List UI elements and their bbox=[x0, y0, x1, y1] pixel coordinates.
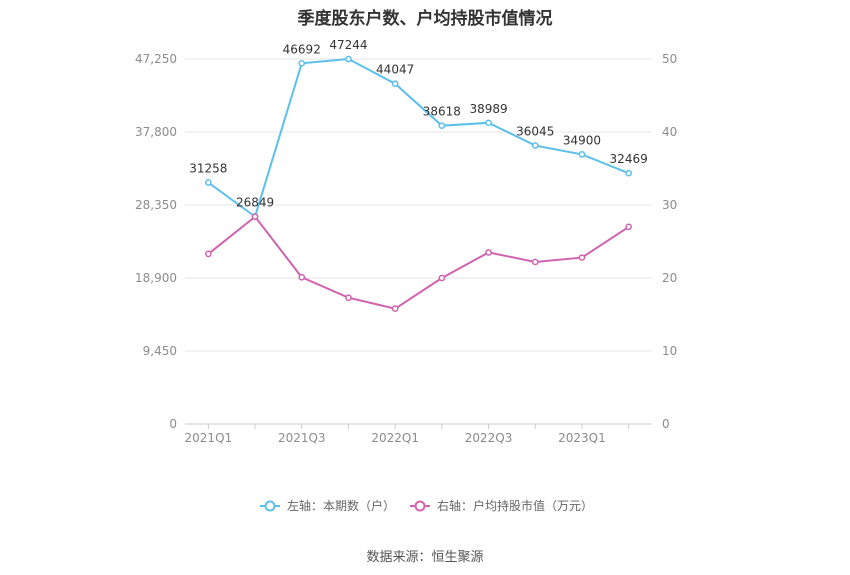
data-label: 32469 bbox=[610, 152, 648, 166]
data-label: 36045 bbox=[516, 125, 554, 139]
series-1-point[interactable] bbox=[205, 179, 212, 186]
left-tick-label: 28,350 bbox=[135, 198, 177, 212]
legend-label: 左轴：本期数（户） bbox=[287, 498, 395, 513]
series-2-point[interactable] bbox=[625, 223, 633, 231]
chart-title: 季度股东户数、户均持股市值情况 bbox=[297, 9, 553, 29]
series-2-point[interactable] bbox=[391, 305, 399, 313]
right-tick-label: 40 bbox=[662, 125, 677, 139]
left-tick-label: 37,800 bbox=[135, 125, 177, 139]
right-tick-label: 50 bbox=[662, 52, 677, 66]
data-label: 44047 bbox=[376, 63, 414, 77]
left-tick-label: 47,250 bbox=[135, 52, 177, 66]
series-2-point[interactable] bbox=[205, 250, 212, 258]
legend-marker bbox=[264, 500, 276, 512]
right-tick-label: 20 bbox=[662, 271, 677, 285]
data-label: 47244 bbox=[329, 38, 367, 52]
series-lines bbox=[205, 55, 633, 313]
data-labels: 31258 26849 46692 47244 44047 38618 38989 36045… bbox=[189, 38, 647, 210]
data-label: 31258 bbox=[189, 162, 227, 176]
left-tick-label: 9,450 bbox=[143, 344, 177, 358]
series-1-point[interactable] bbox=[625, 169, 633, 177]
series-2-point[interactable] bbox=[485, 249, 492, 256]
legend-marker bbox=[414, 500, 426, 512]
x-tick-label: 2023Q1 bbox=[558, 431, 606, 445]
source-note: 数据来源：恒生聚源 bbox=[366, 550, 484, 565]
x-tick-label: 2022Q3 bbox=[465, 431, 513, 445]
legend[interactable]: 左轴：本期数（户） 右轴：户均持股市值（万元） bbox=[260, 498, 593, 513]
data-label: 34900 bbox=[563, 133, 601, 147]
series-2-point[interactable] bbox=[531, 258, 539, 266]
series-2-point[interactable] bbox=[298, 273, 306, 281]
series-1-point[interactable] bbox=[438, 122, 446, 130]
legend-item-2[interactable]: 右轴：户均持股市值（万元） bbox=[410, 498, 593, 513]
data-label: 26849 bbox=[236, 196, 274, 210]
left-tick-label: 18,900 bbox=[135, 271, 177, 285]
series-2-point[interactable] bbox=[438, 274, 446, 282]
legend-item-1[interactable]: 左轴：本期数（户） bbox=[260, 498, 395, 513]
series-1-point[interactable] bbox=[485, 119, 492, 127]
series-2-point[interactable] bbox=[578, 254, 586, 261]
series-1-point[interactable] bbox=[578, 151, 586, 158]
series-line-1 bbox=[207, 58, 630, 219]
series-2-point[interactable] bbox=[345, 294, 352, 302]
series-2-point[interactable] bbox=[251, 213, 259, 221]
series-1-point[interactable] bbox=[531, 142, 539, 149]
legend-label: 右轴：户均持股市值（万元） bbox=[437, 498, 593, 513]
x-tick-label: 2021Q1 bbox=[185, 431, 233, 445]
data-label: 38989 bbox=[469, 102, 507, 116]
data-label: 46692 bbox=[283, 42, 321, 56]
right-tick-label: 10 bbox=[662, 344, 677, 358]
series-1-point[interactable] bbox=[345, 55, 352, 63]
series-1-point[interactable] bbox=[391, 80, 399, 88]
series-1-point[interactable] bbox=[298, 59, 306, 67]
grid-lines bbox=[185, 58, 652, 352]
data-label: 38618 bbox=[423, 105, 461, 119]
x-tick-label: 2022Q1 bbox=[371, 431, 419, 445]
left-tick-label: 0 bbox=[169, 417, 177, 431]
x-tick-label: 2021Q3 bbox=[278, 431, 326, 445]
series-line-2 bbox=[207, 215, 630, 310]
axes: 0 0 9,450 10 18,900 20 28,350 30 37,800 40 47,250 5… bbox=[135, 52, 677, 445]
right-tick-label: 0 bbox=[662, 417, 670, 431]
right-tick-label: 30 bbox=[662, 198, 677, 212]
